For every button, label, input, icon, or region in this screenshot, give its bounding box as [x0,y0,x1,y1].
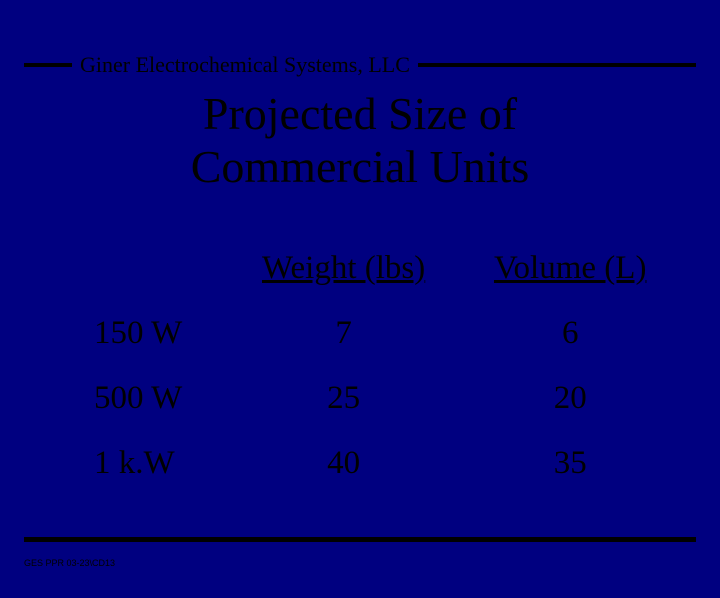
title-line-2: Commercial Units [0,141,720,194]
title-line-1: Projected Size of [0,88,720,141]
table-row: 500 W 25 20 [70,366,680,431]
footer-code: GES PPR 03-23\CD13 [24,558,115,568]
table-row: 150 W 7 6 [70,301,680,366]
header-bar: Giner Electrochemical Systems, LLC [24,52,696,78]
footer-rule [24,537,696,542]
table-header-row: Weight (lbs) Volume (L) [70,236,680,301]
table-header-weight: Weight (lbs) [227,236,461,301]
weight-cell: 40 [227,431,461,496]
volume-cell: 20 [460,366,680,431]
weight-cell: 7 [227,301,461,366]
unit-cell: 150 W [70,301,227,366]
header-rule-right [418,63,696,67]
header-rule-left [24,63,72,67]
volume-cell: 6 [460,301,680,366]
company-name: Giner Electrochemical Systems, LLC [72,52,418,78]
data-table: Weight (lbs) Volume (L) 150 W 7 6 500 W … [70,236,680,496]
weight-cell: 25 [227,366,461,431]
unit-cell: 500 W [70,366,227,431]
unit-cell: 1 k.W [70,431,227,496]
table-row: 1 k.W 40 35 [70,431,680,496]
slide-title: Projected Size of Commercial Units [0,88,720,194]
table-header-volume: Volume (L) [460,236,680,301]
volume-cell: 35 [460,431,680,496]
table-header-blank [70,236,227,301]
